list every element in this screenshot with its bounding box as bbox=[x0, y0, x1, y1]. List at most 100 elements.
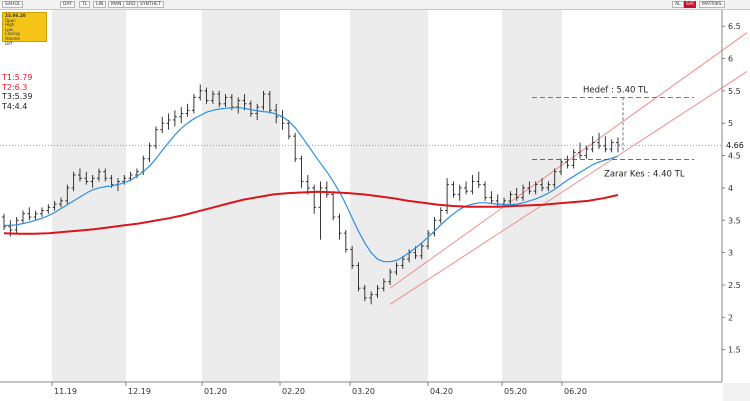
info-date: 23.06.20 bbox=[5, 13, 26, 18]
target-label-t4: T4:4.4 bbox=[2, 101, 28, 111]
ohlc-bar bbox=[546, 181, 551, 192]
ma-short-line bbox=[4, 107, 619, 263]
ohlc-bar bbox=[96, 168, 101, 182]
info-row-open: Open bbox=[5, 17, 16, 23]
ohlc-bar bbox=[394, 262, 399, 276]
ohlc-bar bbox=[527, 181, 532, 195]
ohlc-bar bbox=[603, 136, 608, 153]
target-label-t1: T1:5.79 bbox=[2, 73, 33, 82]
ohlc-bar bbox=[445, 178, 450, 214]
ohlc-bar bbox=[350, 246, 355, 269]
ohlc-bar bbox=[584, 145, 589, 159]
ohlc-bar bbox=[324, 181, 329, 198]
target-labels: T1:5.79 T2:6.3 T3:5.39 T4:4.4 bbox=[2, 73, 32, 111]
x-tick-label: 04.20 bbox=[430, 387, 453, 396]
ohlc-bar bbox=[293, 132, 298, 163]
stop-annotation-label: Zarar Kes : 4.40 TL bbox=[604, 169, 685, 179]
x-tick-label: 03.20 bbox=[352, 387, 375, 396]
ohlc-bar bbox=[609, 139, 614, 153]
ohlc-bar bbox=[172, 110, 177, 127]
ohlc-bar bbox=[77, 168, 82, 182]
ohlc-bar bbox=[280, 110, 285, 130]
ohlc-bar bbox=[305, 174, 310, 195]
ohlc-bar bbox=[533, 181, 538, 195]
y-tick-label: 1.5 bbox=[728, 346, 741, 355]
toolbar-al-button[interactable]: AL bbox=[672, 1, 684, 8]
ohlc-bar bbox=[476, 171, 481, 188]
toolbar-item-period[interactable]: DAY bbox=[60, 1, 75, 8]
ohlc-bar bbox=[204, 87, 209, 104]
ohlc-bar bbox=[255, 103, 260, 120]
ohlc-bar bbox=[223, 94, 228, 108]
info-row-low: Low bbox=[5, 26, 13, 32]
ohlc-bar bbox=[590, 136, 595, 153]
ohlc-bar bbox=[426, 229, 431, 250]
ohlc-bar bbox=[470, 174, 475, 195]
ohlc-bar bbox=[153, 126, 158, 150]
axis-corner bbox=[723, 383, 750, 401]
ohlc-bar bbox=[52, 200, 57, 211]
ohlc-info-box: 23.06.20 Open High Low Closing Volume Di… bbox=[2, 12, 47, 45]
ohlc-bar bbox=[20, 210, 25, 224]
ohlc-bar bbox=[508, 191, 513, 205]
target-annotation-label: Hedef : 5.40 TL bbox=[583, 85, 648, 95]
ohlc-bar bbox=[400, 255, 405, 269]
ohlc-bar bbox=[521, 184, 526, 201]
ohlc-bar bbox=[457, 184, 462, 201]
ohlc-bar bbox=[46, 204, 51, 214]
ohlc-bar bbox=[166, 113, 171, 130]
info-row-diff: Diff bbox=[5, 40, 12, 46]
toolbar-item-synthetic[interactable]: SYNTHET bbox=[137, 1, 164, 8]
toolbar-item-man[interactable]: MAN bbox=[108, 1, 125, 8]
ohlc-bar bbox=[71, 171, 76, 192]
y-tick-label: 2 bbox=[728, 313, 733, 322]
y-tick-label: 2.5 bbox=[728, 281, 741, 290]
ohlc-bar bbox=[540, 178, 545, 192]
ohlc-bar bbox=[356, 262, 361, 292]
y-tick-label: 4.5 bbox=[728, 152, 741, 161]
info-row-high: High bbox=[5, 22, 15, 28]
ohlc-bar bbox=[2, 213, 6, 230]
ohlc-bar bbox=[58, 197, 63, 208]
ohlc-bar bbox=[27, 207, 32, 221]
ohlc-bar bbox=[103, 168, 108, 182]
ohlc-bar bbox=[160, 116, 165, 133]
toolbar-matriks-button[interactable]: MATRIKS bbox=[699, 1, 725, 8]
ma-long-line bbox=[3, 190, 619, 235]
x-tick-label: 02.20 bbox=[282, 387, 305, 396]
channel-line-upper bbox=[389, 32, 748, 289]
y-tick-label: 4 bbox=[728, 184, 733, 193]
ohlc-bar bbox=[369, 291, 374, 305]
ohlc-bar bbox=[185, 103, 190, 117]
y-tick-label: 6.5 bbox=[728, 22, 741, 31]
month-shade-band bbox=[502, 10, 562, 382]
ohlc-bar bbox=[198, 84, 203, 101]
ohlc-bar bbox=[261, 90, 266, 111]
ohlc-bar bbox=[299, 155, 304, 188]
ohlc-bar bbox=[210, 90, 215, 104]
month-shade-band bbox=[350, 10, 428, 382]
ohlc-bar bbox=[381, 278, 386, 292]
ohlc-bar bbox=[312, 184, 317, 214]
month-shade-band bbox=[52, 10, 126, 382]
ohlc-bar bbox=[191, 94, 196, 114]
ohlc-bar bbox=[571, 149, 576, 169]
price-chart[interactable]: Hedef : 5.40 TL Zarar Kes : 4.40 TL 1.5 2 2… bbox=[0, 10, 750, 401]
ohlc-bar bbox=[419, 242, 424, 260]
x-tick-label: 01.20 bbox=[204, 387, 227, 396]
symbol-box[interactable]: SAHOL bbox=[2, 1, 24, 8]
ohlc-bar bbox=[597, 132, 602, 150]
ohlc-bar bbox=[217, 90, 222, 108]
ohlc-bar bbox=[274, 103, 279, 124]
ohlc-bar bbox=[438, 207, 443, 224]
toolbar-item-scale[interactable]: LIN bbox=[93, 1, 107, 8]
ohlc-bar bbox=[362, 284, 367, 302]
x-tick-label: 11.19 bbox=[54, 387, 77, 396]
ohlc-bar bbox=[483, 181, 488, 201]
toolbar-sat-button[interactable]: SAT bbox=[684, 1, 697, 8]
x-tick-label: 06.20 bbox=[564, 387, 587, 396]
toolbar-item-currency[interactable]: TL bbox=[79, 1, 91, 8]
ohlc-bar bbox=[464, 181, 469, 195]
ohlc-bar bbox=[432, 217, 437, 237]
ohlc-bar bbox=[248, 100, 253, 117]
